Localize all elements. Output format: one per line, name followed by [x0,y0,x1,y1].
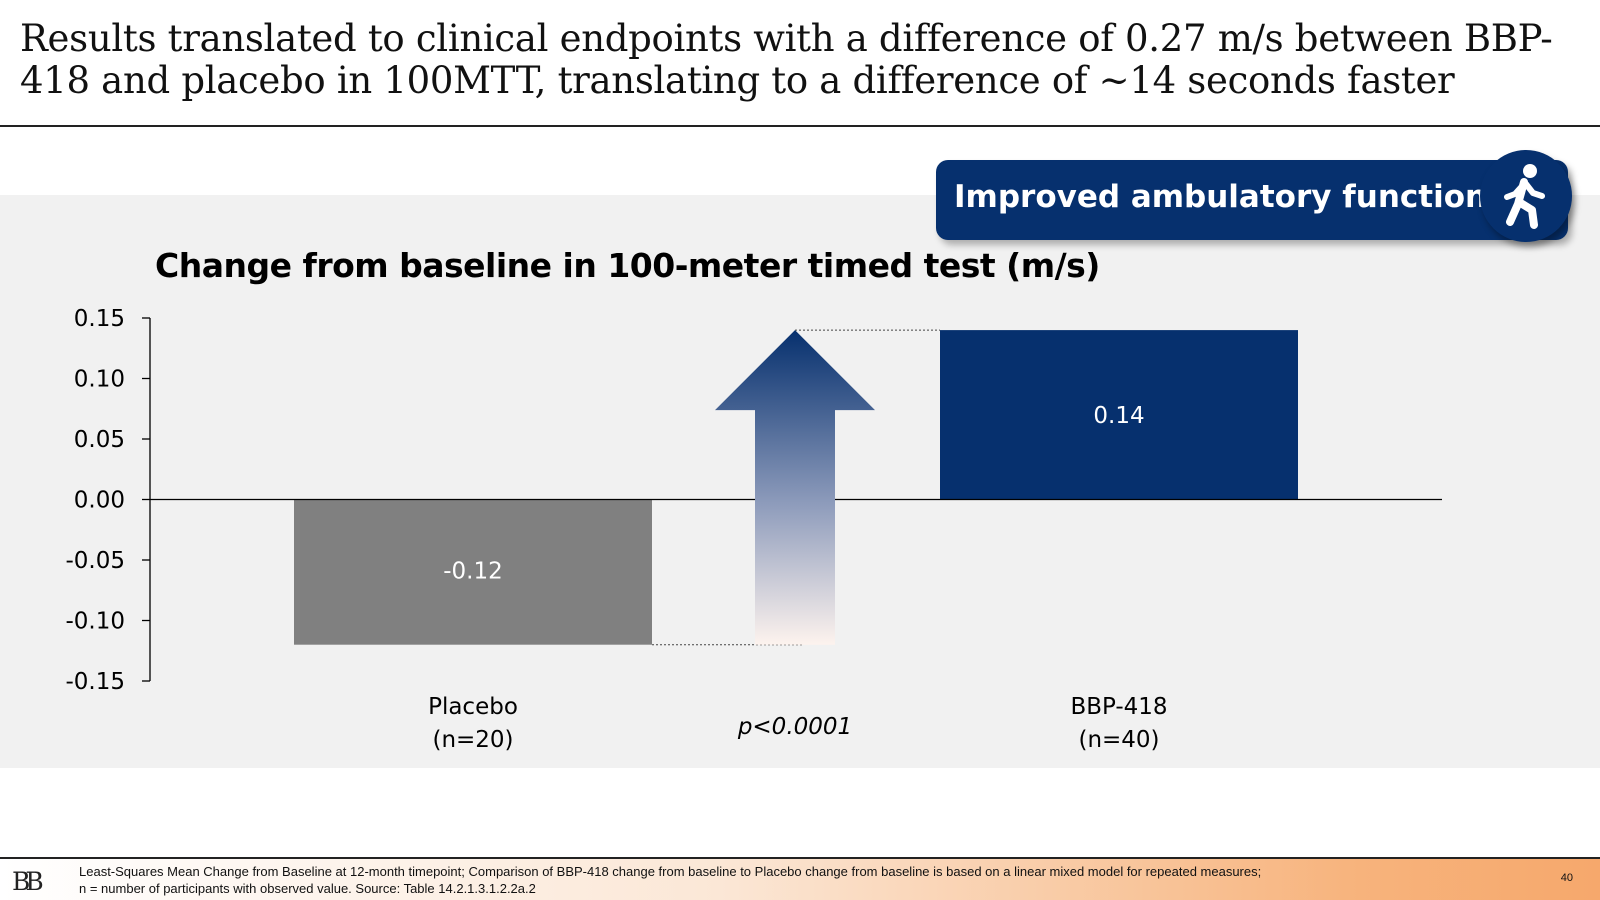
bar-bbp-418 [940,330,1298,500]
page-number: 40 [1560,872,1573,884]
bar-placebo [294,499,652,645]
walking-person-icon [1480,150,1572,242]
bar-chart: 0.15 0.10 0.05 0.00 -0.05 -0.10 -0.15 -0.12 Plac… [65,306,1442,753]
y-tick-label: -0.05 [65,548,125,574]
bar-data-label: -0.12 [443,559,503,585]
footer: BB Least-Squares Mean Change from Baseli… [0,859,1600,900]
footnote-line-2: n = number of participants with observed… [79,881,536,896]
y-tick-label: 0.05 [74,427,125,453]
title-divider [0,125,1600,127]
company-logo: BB [12,867,44,896]
y-tick-label: 0.15 [74,306,125,332]
footer-divider [0,857,1600,859]
x-category-label: Placebo [428,694,518,720]
y-tick-label: 0.10 [74,367,125,393]
slide-title: Results translated to clinical endpoints… [20,17,1553,102]
difference-arrow [715,330,875,645]
y-tick-label: -0.10 [65,609,125,635]
callout-banner: Improved ambulatory function [936,160,1568,240]
y-tick-label: -0.15 [65,669,125,695]
x-category-count: (n=40) [1078,727,1159,753]
chart-title: Change from baseline in 100-meter timed … [155,246,1100,285]
p-value-annotation: p<0.0001 [737,714,852,740]
footnote-line-1: Least-Squares Mean Change from Baseline … [79,864,1262,879]
y-tick-label: 0.00 [74,488,125,514]
callout-text: Improved ambulatory function [954,179,1488,215]
x-category-count: (n=20) [432,727,513,753]
footnote: Least-Squares Mean Change from Baseline … [79,863,1499,897]
x-category-label: BBP-418 [1070,694,1167,720]
bar-data-label: 0.14 [1093,403,1144,429]
